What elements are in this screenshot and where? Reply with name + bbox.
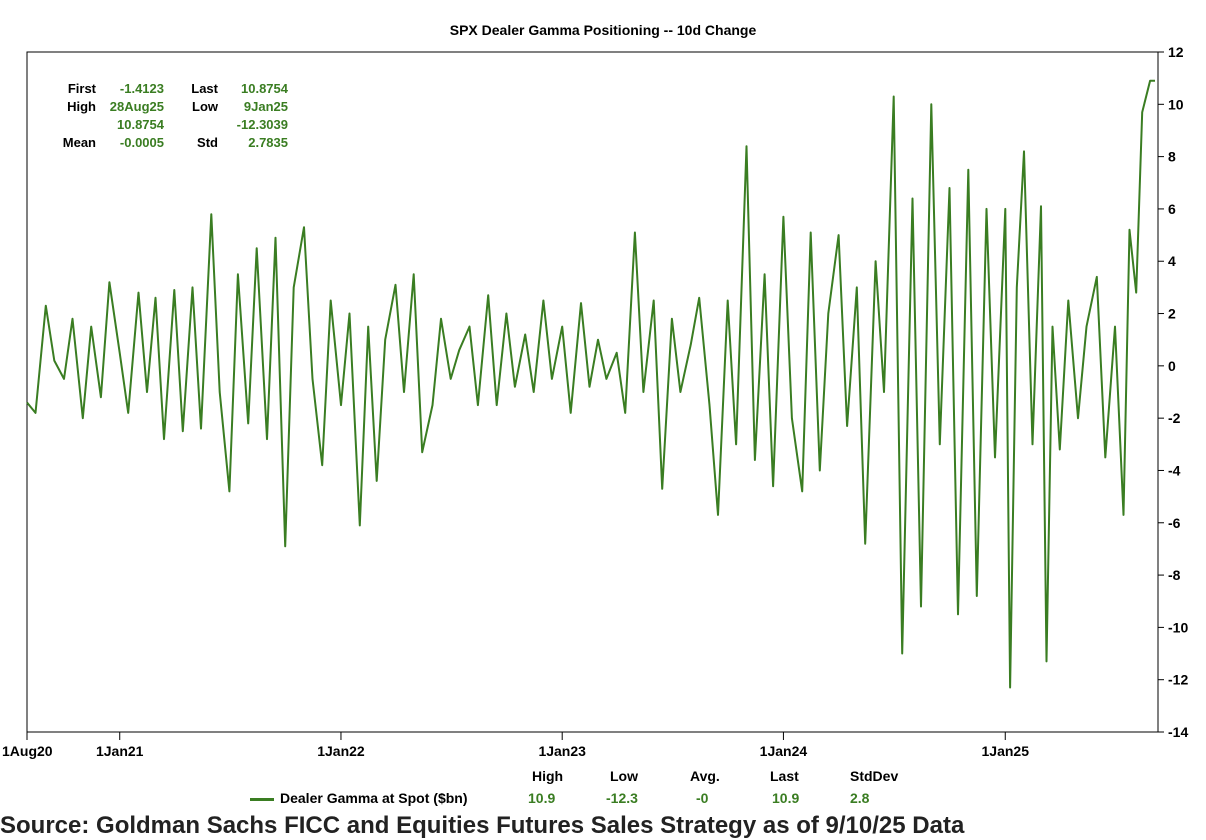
- stats-label: [164, 116, 218, 134]
- y-tick-label: -10: [1168, 619, 1188, 635]
- x-tick-label: 1Jan22: [317, 743, 365, 759]
- legend-header-high: High: [532, 768, 564, 784]
- chart-canvas: 12 10 8 6 4 2 0 -2 -4 -6 -8 -10 -12 -14 1Aug20 1Jan21 1J…: [2, 44, 1188, 759]
- stats-value: 2.7835: [248, 135, 288, 150]
- legend-header-stddev: StdDev: [850, 768, 899, 784]
- source-footer: Source: Goldman Sachs FICC and Equities …: [0, 812, 965, 839]
- y-tick-label: 6: [1168, 201, 1176, 217]
- x-tick-label: 1Jan25: [982, 743, 1030, 759]
- stats-label: Low: [192, 99, 218, 114]
- y-tick-label: -8: [1168, 567, 1181, 583]
- y-tick-label: -14: [1168, 724, 1188, 740]
- legend-value-high: 10.9: [528, 790, 556, 806]
- stats-value: -0.0005: [119, 135, 164, 150]
- stats-value: 9Jan25: [243, 99, 288, 114]
- x-tick-label: 1Jan24: [760, 743, 808, 759]
- stats-row: High 28Aug25 Low 9Jan25: [40, 98, 288, 116]
- stats-label: Std: [197, 135, 218, 150]
- stats-label: First: [67, 81, 96, 96]
- y-tick-label: 10: [1168, 96, 1184, 112]
- legend-header-low: Low: [610, 768, 638, 784]
- y-tick-label: 0: [1168, 358, 1176, 374]
- y-tick-label: -2: [1168, 410, 1181, 426]
- stats-value: -1.4123: [119, 81, 164, 96]
- x-tick-label: 1Jan21: [96, 743, 144, 759]
- legend-value-last: 10.9: [772, 790, 800, 806]
- stats-label: [40, 116, 96, 134]
- y-tick-label: -12: [1168, 672, 1188, 688]
- stats-label: High: [67, 99, 96, 114]
- y-tick-label: -6: [1168, 515, 1181, 531]
- series-line: [26, 79, 1155, 689]
- y-tick-label: 2: [1168, 306, 1176, 322]
- plot-frame: [26, 51, 1159, 733]
- legend-value-low: -12.3: [606, 790, 638, 806]
- y-tick-label: -4: [1168, 462, 1181, 478]
- stats-box: First -1.4123 Last 10.8754 High 28Aug25 Low 9Ja…: [40, 80, 288, 152]
- stats-row: 10.8754 -12.3039: [40, 116, 288, 134]
- stats-value: 10.8754: [241, 81, 288, 96]
- y-tick-label: 12: [1168, 44, 1184, 60]
- x-tick-label: 1Jan23: [538, 743, 586, 759]
- stats-row: First -1.4123 Last 10.8754: [40, 80, 288, 98]
- chart-title: SPX Dealer Gamma Positioning -- 10d Chan…: [449, 22, 757, 38]
- legend-swatch: [250, 798, 274, 801]
- y-tick-label: 4: [1168, 253, 1176, 269]
- stats-label: Last: [191, 81, 218, 96]
- stats-value: 28Aug25: [109, 99, 164, 114]
- stats-row: Mean -0.0005 Std 2.7835: [40, 134, 288, 152]
- stats-value: 10.8754: [117, 117, 164, 132]
- legend-value-stddev: 2.8: [850, 790, 870, 806]
- legend-header-last: Last: [770, 768, 799, 784]
- y-tick-label: 8: [1168, 149, 1176, 165]
- legend-header-avg: Avg.: [690, 768, 720, 784]
- stats-label: Mean: [62, 135, 96, 150]
- stats-value: -12.3039: [236, 117, 288, 132]
- legend-value-avg: -0: [696, 790, 709, 806]
- legend-series-label: Dealer Gamma at Spot ($bn): [280, 790, 468, 806]
- x-tick-label: 1Aug20: [2, 743, 53, 759]
